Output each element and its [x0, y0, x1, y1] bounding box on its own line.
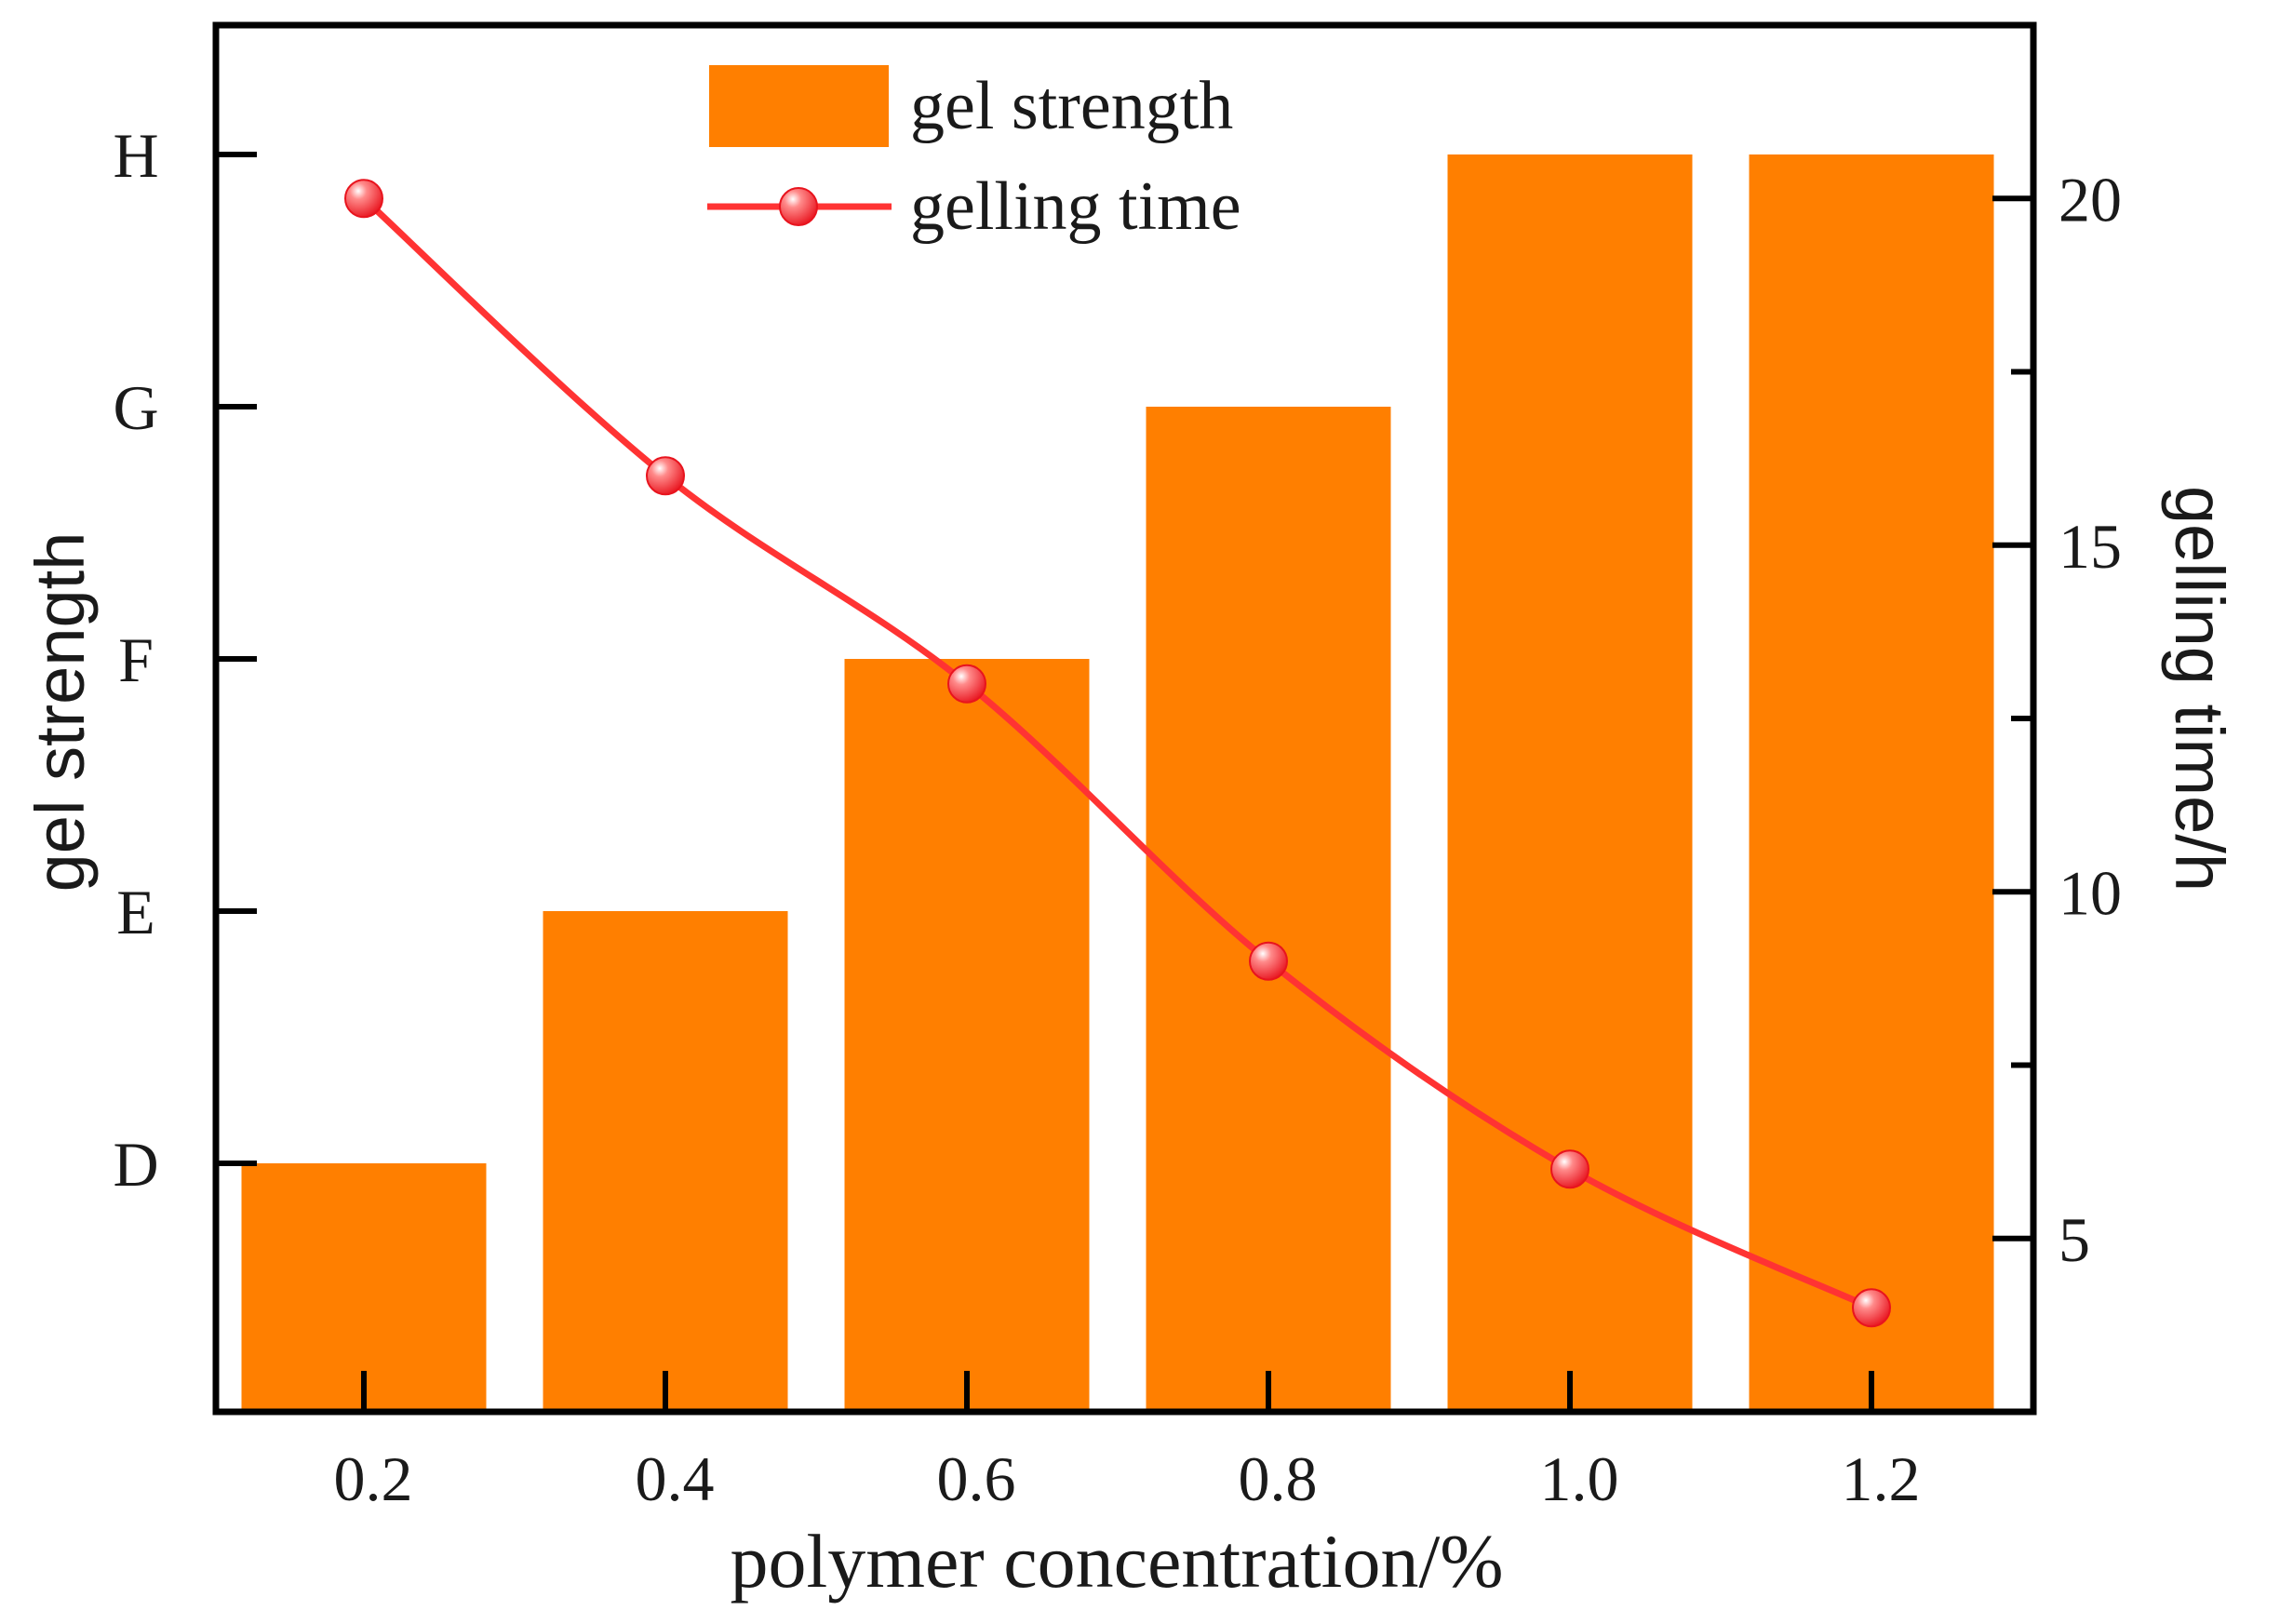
right-tick-label-10: 10: [2059, 857, 2122, 928]
bar-0.4: [543, 911, 788, 1412]
bar-0.6: [844, 659, 1090, 1412]
right-tick-label-15: 15: [2059, 511, 2122, 582]
x-tick-label-1.0: 1.0: [1540, 1443, 1619, 1514]
left-tick-label-E: E: [116, 877, 155, 947]
gelling-time-point-0.8: [1249, 941, 1288, 981]
right-axis-title: gelling time/h: [2161, 486, 2238, 892]
left-tick-label-G: G: [113, 372, 158, 443]
gelling-time-point-0.2: [344, 179, 383, 219]
bar-1.0: [1447, 154, 1693, 1412]
right-tick-label-5: 5: [2059, 1204, 2090, 1275]
legend: gel strength gelling time: [707, 65, 1241, 245]
x-axis-title: polymer concentration/%: [730, 1519, 1503, 1604]
legend-swatch-gel-strength: [709, 65, 889, 147]
legend-label-gelling-time: gelling time: [910, 168, 1241, 245]
legend-label-gel-strength: gel strength: [910, 68, 1233, 144]
left-axis-title: gel strength: [21, 532, 99, 893]
x-tick-label-0.6: 0.6: [937, 1443, 1016, 1514]
gelling-time-point-0.4: [646, 456, 685, 496]
gelling-time-line: [361, 195, 1873, 1311]
x-tick-label-0.2: 0.2: [334, 1443, 413, 1514]
bars: [241, 154, 1994, 1412]
axes: D E F G H 5 10 15 20 0.2 0.4 0.6 0.8 1.0 1.2 polymer co…: [21, 21, 2238, 1604]
bar-1.2: [1749, 154, 1994, 1412]
left-tick-label-D: D: [113, 1129, 158, 1200]
gelling-time-point-0.6: [947, 664, 986, 704]
x-tick-label-0.8: 0.8: [1239, 1443, 1318, 1514]
x-tick-label-1.2: 1.2: [1842, 1443, 1921, 1514]
left-tick-label-F: F: [118, 624, 154, 695]
gelling-time-series: [344, 179, 1891, 1328]
gelling-time-point-1.2: [1852, 1288, 1891, 1328]
left-tick-label-H: H: [113, 120, 158, 191]
gelling-time-point-1.0: [1550, 1149, 1589, 1189]
x-tick-label-0.4: 0.4: [636, 1443, 715, 1514]
bar-0.8: [1146, 407, 1391, 1412]
legend-marker-gelling-time: [779, 187, 818, 226]
bar-0.2: [241, 1163, 487, 1412]
right-tick-label-20: 20: [2059, 164, 2122, 235]
